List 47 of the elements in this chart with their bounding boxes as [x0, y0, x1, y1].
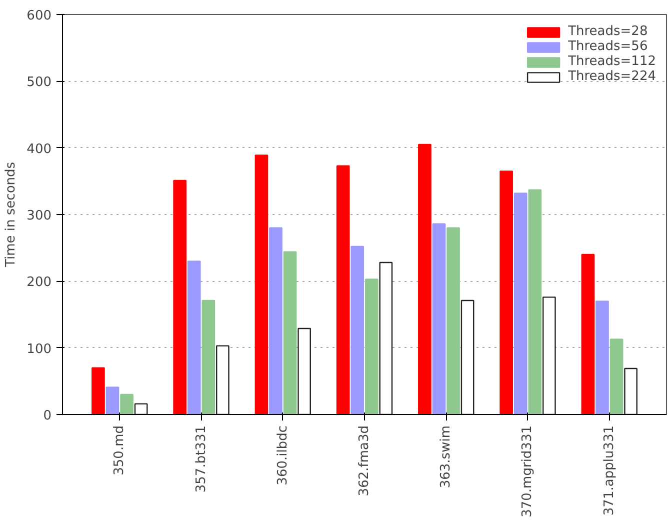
bar	[432, 223, 446, 414]
y-tick-label: 0	[43, 408, 52, 424]
legend-label: Threads=224	[568, 69, 656, 84]
x-tick-label: 360.ilbdc	[275, 425, 290, 486]
y-tick-label: 600	[26, 8, 52, 24]
bar	[542, 296, 556, 414]
x-tick-label: 350.md	[112, 425, 128, 476]
bar	[514, 192, 528, 414]
y-tick-label: 500	[26, 75, 52, 90]
bar	[202, 300, 216, 414]
x-tick-label: 362.fma3d	[357, 425, 372, 496]
bar	[624, 368, 638, 414]
x-tick-label: 363.swim	[438, 425, 454, 488]
y-axis-title: Time in seconds	[4, 162, 19, 268]
bar	[460, 300, 474, 414]
bar	[379, 262, 393, 414]
y-tick-label: 300	[26, 208, 52, 224]
bar	[610, 338, 624, 414]
x-tick-label: 371.applu331	[602, 425, 617, 516]
bar	[92, 367, 105, 414]
bar	[173, 180, 186, 414]
bar	[446, 227, 460, 414]
bar	[596, 300, 609, 414]
bar	[350, 246, 364, 414]
bar	[134, 403, 148, 414]
bar	[500, 170, 513, 414]
bar	[216, 345, 230, 414]
bar	[120, 394, 134, 414]
y-tick-label: 200	[26, 275, 52, 290]
x-tick-label: 370.mgrid331	[520, 425, 536, 518]
x-tick-label: 357.bt331	[194, 426, 209, 493]
y-tick-label: 400	[26, 142, 52, 157]
bar	[336, 165, 350, 414]
bar	[254, 154, 268, 414]
bar	[528, 189, 542, 414]
legend-label: Threads=28	[568, 24, 648, 39]
bar	[106, 386, 120, 414]
bar	[418, 144, 432, 414]
bar	[364, 278, 378, 414]
legend-label: Threads=112	[568, 54, 656, 69]
bar	[581, 254, 595, 414]
bar	[269, 227, 282, 414]
bar	[187, 260, 201, 414]
bar	[283, 251, 297, 414]
bar	[298, 328, 311, 414]
legend-label: Threads=56	[568, 39, 648, 54]
y-tick-label: 100	[26, 342, 52, 357]
